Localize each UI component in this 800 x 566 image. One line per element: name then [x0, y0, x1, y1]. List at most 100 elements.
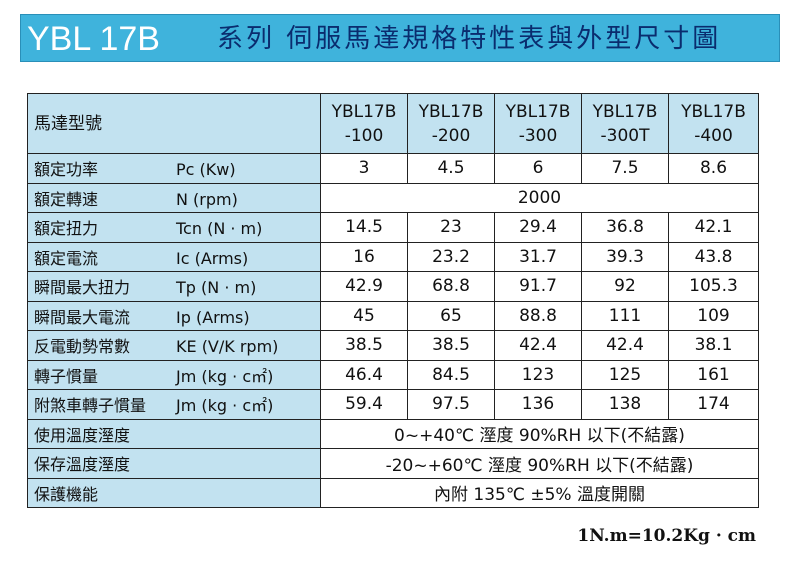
value-cell: 45 [320, 300, 408, 331]
value-cell: 8.6 [668, 153, 759, 184]
model-header: YBL17B -300T [581, 93, 669, 154]
table-row: 額定扭力 Tcn (N · m) 14.5 23 29.4 36.8 42.1 [27, 212, 759, 243]
table-row: 保存溫度溼度 -20~+60℃ 溼度 90%RH 以下(不結露) [27, 448, 759, 479]
row-symbol: KE (V/K rpm) [176, 337, 279, 357]
row-header: 額定電流 Ic (Arms) [27, 241, 321, 272]
value-cell: 4.5 [407, 153, 495, 184]
value-cell: 138 [581, 389, 669, 420]
row-label: 轉子慣量 [34, 366, 99, 386]
value-cell: 111 [581, 300, 669, 331]
value-cell: 84.5 [407, 359, 495, 390]
row-header: 保存溫度溼度 [27, 448, 321, 479]
spec-table-body: 馬達型號 YBL17B -100 YBL17B -200 YBL17B -300 YB… [27, 93, 759, 508]
row-label: 額定扭力 [34, 219, 99, 239]
model-name: YBL17B [331, 101, 397, 122]
model-name: YBL17B [681, 101, 746, 122]
row-symbol: N (rpm) [176, 189, 238, 209]
model-header: YBL17B -400 [668, 93, 759, 154]
model-suffix: -300T [600, 125, 650, 146]
model-header: YBL17B -300 [494, 93, 582, 154]
row-header: 保護機能 [27, 477, 321, 508]
value-cell: 38.1 [668, 330, 759, 361]
value-cell: 136 [494, 389, 582, 420]
row-header: 轉子慣量 Jm (kg · c㎡) [27, 359, 321, 390]
row-label: 瞬間最大電流 [34, 307, 131, 327]
value-cell: 23.2 [407, 241, 495, 272]
row-label: 額定功率 [34, 160, 99, 180]
table-row: 額定轉速 N (rpm) 2000 [27, 182, 759, 213]
value-cell: 97.5 [407, 389, 495, 420]
value-cell: 42.9 [320, 271, 408, 302]
value-cell: 36.8 [581, 212, 669, 243]
row-header: 額定扭力 Tcn (N · m) [27, 212, 321, 243]
value-cell: 43.8 [668, 241, 759, 272]
value-cell: 29.4 [494, 212, 582, 243]
value-cell: 91.7 [494, 271, 582, 302]
banner-subtitle: 系列 伺服馬達規格特性表與外型尺寸圖 [217, 24, 722, 54]
value-cell: 14.5 [320, 212, 408, 243]
row-header: 額定轉速 N (rpm) [27, 182, 321, 213]
table-row: 額定電流 Ic (Arms) 16 23.2 31.7 39.3 43.8 [27, 241, 759, 272]
row-label: 額定轉速 [34, 189, 99, 209]
value-cell: 42.1 [668, 212, 759, 243]
value-cell: 23 [407, 212, 495, 243]
value-cell: 6 [494, 153, 582, 184]
row-label: 瞬間最大扭力 [34, 278, 131, 298]
merged-value-cell: 2000 [320, 182, 759, 213]
model-name: YBL17B [592, 101, 658, 122]
value-cell: 7.5 [581, 153, 669, 184]
row-label: 額定電流 [34, 248, 99, 268]
value-cell: 39.3 [581, 241, 669, 272]
model-suffix: -300 [518, 125, 558, 146]
row-symbol: Tcn (N · m) [176, 219, 263, 239]
model-header: YBL17B -200 [407, 93, 495, 154]
model-header: YBL17B -100 [320, 93, 408, 154]
row-symbol: Ic (Arms) [176, 248, 249, 268]
value-cell: 125 [581, 359, 669, 390]
merged-value-cell: 0~+40℃ 溼度 90%RH 以下(不結露) [320, 418, 759, 449]
table-row: 反電動勢常數 KE (V/K rpm) 38.5 38.5 42.4 42.4 38.1 [27, 330, 759, 361]
row-header: 附煞車轉子慣量 Jm (kg · c㎡) [27, 389, 321, 420]
merged-value-cell: -20~+60℃ 溼度 90%RH 以下(不結露) [320, 448, 759, 479]
row-header: 瞬間最大扭力 Tp (N · m) [27, 271, 321, 302]
value-cell: 109 [668, 300, 759, 331]
table-row: 保護機能 內附 135℃ ±5% 溫度開關 [27, 477, 759, 508]
row-header: 反電動勢常數 KE (V/K rpm) [27, 330, 321, 361]
value-cell: 46.4 [320, 359, 408, 390]
model-suffix: -100 [344, 125, 384, 146]
value-cell: 38.5 [320, 330, 408, 361]
corner-label: 馬達型號 [27, 93, 321, 154]
table-row: 轉子慣量 Jm (kg · c㎡) 46.4 84.5 123 125 161 [27, 359, 759, 390]
row-header: 額定功率 Pc (Kw) [27, 153, 321, 184]
row-label: 保護機能 [34, 484, 99, 504]
value-cell: 42.4 [581, 330, 669, 361]
header-row: 馬達型號 YBL17B -100 YBL17B -200 YBL17B -300 YB… [27, 93, 759, 154]
spec-table: 馬達型號 YBL17B -100 YBL17B -200 YBL17B -300 YB… [27, 93, 759, 508]
value-cell: 59.4 [320, 389, 408, 420]
row-header: 瞬間最大電流 Ip (Arms) [27, 300, 321, 331]
unit-footnote: 1N.m=10.2Kg · cm [577, 526, 756, 546]
row-symbol: Jm (kg · c㎡) [176, 366, 274, 386]
row-header: 使用溫度溼度 [27, 418, 321, 449]
row-symbol: Ip (Arms) [176, 307, 250, 327]
row-label: 反電動勢常數 [34, 337, 131, 357]
table-row: 瞬間最大扭力 Tp (N · m) 42.9 68.8 91.7 92 105.3 [27, 271, 759, 302]
table-row: 額定功率 Pc (Kw) 3 4.5 6 7.5 8.6 [27, 153, 759, 184]
row-label: 保存溫度溼度 [34, 455, 131, 475]
banner-model: YBL 17B [27, 20, 160, 58]
value-cell: 92 [581, 271, 669, 302]
row-symbol: Jm (kg · c㎡) [176, 396, 274, 416]
row-symbol: Pc (Kw) [176, 160, 236, 180]
table-row: 使用溫度溼度 0~+40℃ 溼度 90%RH 以下(不結露) [27, 418, 759, 449]
value-cell: 68.8 [407, 271, 495, 302]
model-name: YBL17B [505, 101, 571, 122]
value-cell: 65 [407, 300, 495, 331]
model-name: YBL17B [418, 101, 484, 122]
value-cell: 174 [668, 389, 759, 420]
row-symbol: Tp (N · m) [176, 278, 257, 298]
value-cell: 161 [668, 359, 759, 390]
value-cell: 123 [494, 359, 582, 390]
value-cell: 31.7 [494, 241, 582, 272]
title-banner: YBL 17B 系列 伺服馬達規格特性表與外型尺寸圖 [20, 14, 780, 62]
merged-value-cell: 內附 135℃ ±5% 溫度開關 [320, 477, 759, 508]
